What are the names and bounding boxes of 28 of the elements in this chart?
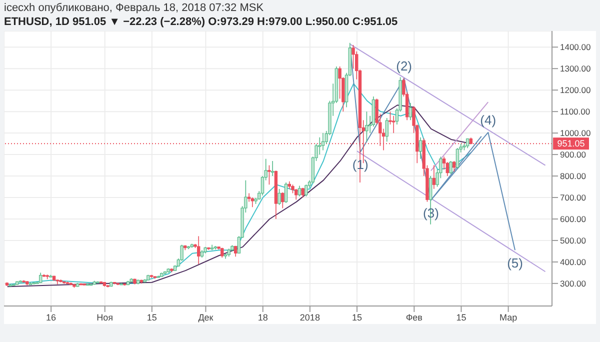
y-tick-label: 1200.00 [560,85,591,96]
x-tick-label: Дек [198,312,214,322]
x-tick-label: 15 [352,312,362,322]
y-tick-label: 800.00 [560,171,586,182]
x-tick-label: 16 [46,312,56,322]
y-tick-label: 1400.00 [560,42,591,52]
y-tick-label: 1300.00 [560,64,591,74]
y-tick-label: 1100.00 [560,106,590,117]
x-tick-label: 18 [258,312,268,322]
chart-subtitle: ETHUSD, 1D 951.05 ▼ −22.23 (−2.28%) O:973.29 H:979.00 L:950.00 C:951.05 [4,16,398,28]
x-tick-label: Мар [499,312,518,322]
annotation: (5) [507,255,523,270]
y-tick-label: 600.00 [560,214,586,224]
annotation: (2) [396,58,412,74]
x-tick-label: 2018 [300,312,320,322]
x-tick-label: Фев [406,312,423,322]
y-tick-label: 500.00 [560,235,586,246]
y-tick-label: 400.00 [560,256,586,267]
annotation: (4) [480,112,496,128]
y-tick-label: 1000.00 [560,128,591,138]
x-tick-label: Ноя [96,312,114,322]
x-tick-label: 15 [456,312,466,322]
x-tick-label: 15 [146,312,157,322]
chart-title: icecxh опубликовано, Февраль 18, 2018 07:32 MSK [4,2,264,14]
y-tick-label: 700.00 [560,192,586,203]
y-tick-label: 300.00 [560,278,586,288]
ref-line-label: 951.05 [557,138,585,149]
y-tick-label: 900.00 [560,150,586,160]
